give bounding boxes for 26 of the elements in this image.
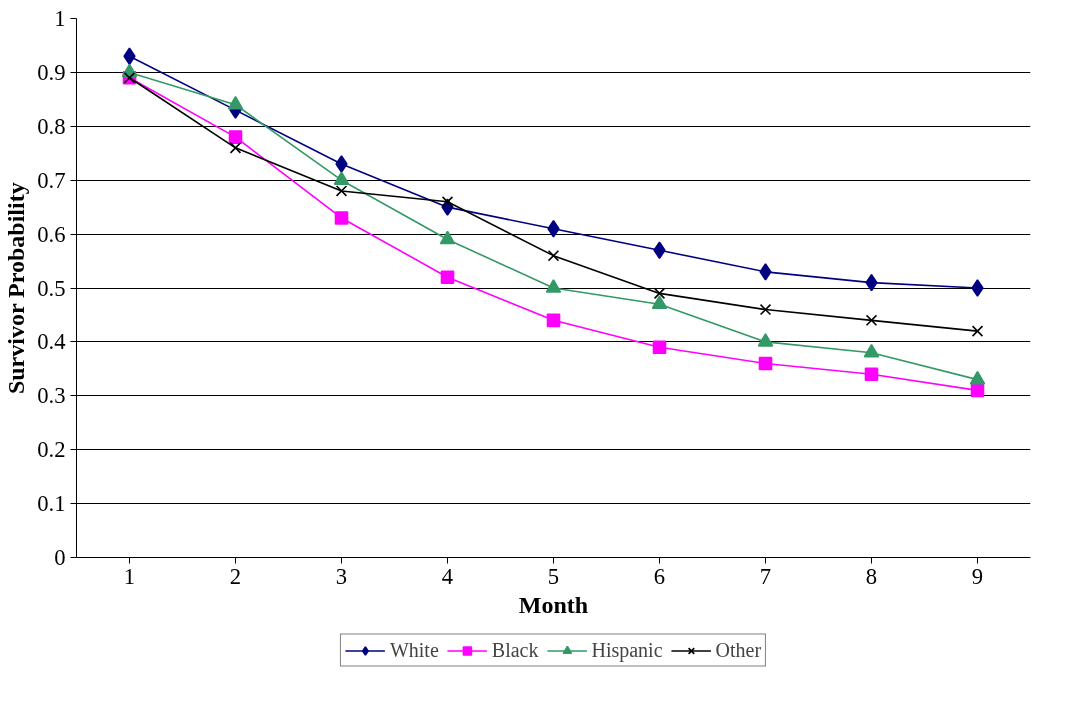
x-tick-label: 3	[335, 563, 348, 589]
x-tick-label: 2	[229, 563, 242, 589]
y-tick-label: 0.8	[37, 113, 66, 139]
legend-label: Black	[491, 638, 539, 662]
y-tick-label: 0.5	[37, 275, 66, 301]
x-tick-label: 9	[971, 563, 984, 589]
y-tick-label: 0.9	[37, 59, 66, 85]
y-tick-label: 0.1	[37, 491, 66, 517]
x-tick-label: 5	[547, 563, 560, 589]
legend-label: Other	[715, 638, 762, 662]
x-tick-label: 1	[123, 563, 136, 589]
y-tick-label: 0.2	[37, 437, 66, 463]
x-tick-label: 8	[865, 563, 878, 589]
x-tick-label: 4	[441, 563, 454, 589]
y-tick-label: 0.6	[37, 221, 66, 247]
y-axis-title: Survivor Probability	[3, 182, 30, 395]
y-tick-label: 0.3	[37, 383, 66, 409]
x-tick-label: 6	[653, 563, 666, 589]
legend-label: White	[389, 638, 439, 662]
x-axis-title: Month	[518, 591, 589, 618]
y-tick-label: 1	[54, 6, 66, 31]
x-tick-label: 7	[759, 563, 772, 589]
y-tick-label: 0.4	[37, 329, 66, 355]
y-tick-label: 0	[54, 545, 66, 570]
y-tick-label: 0.7	[37, 167, 66, 193]
legend-label: Hispanic	[591, 638, 663, 662]
